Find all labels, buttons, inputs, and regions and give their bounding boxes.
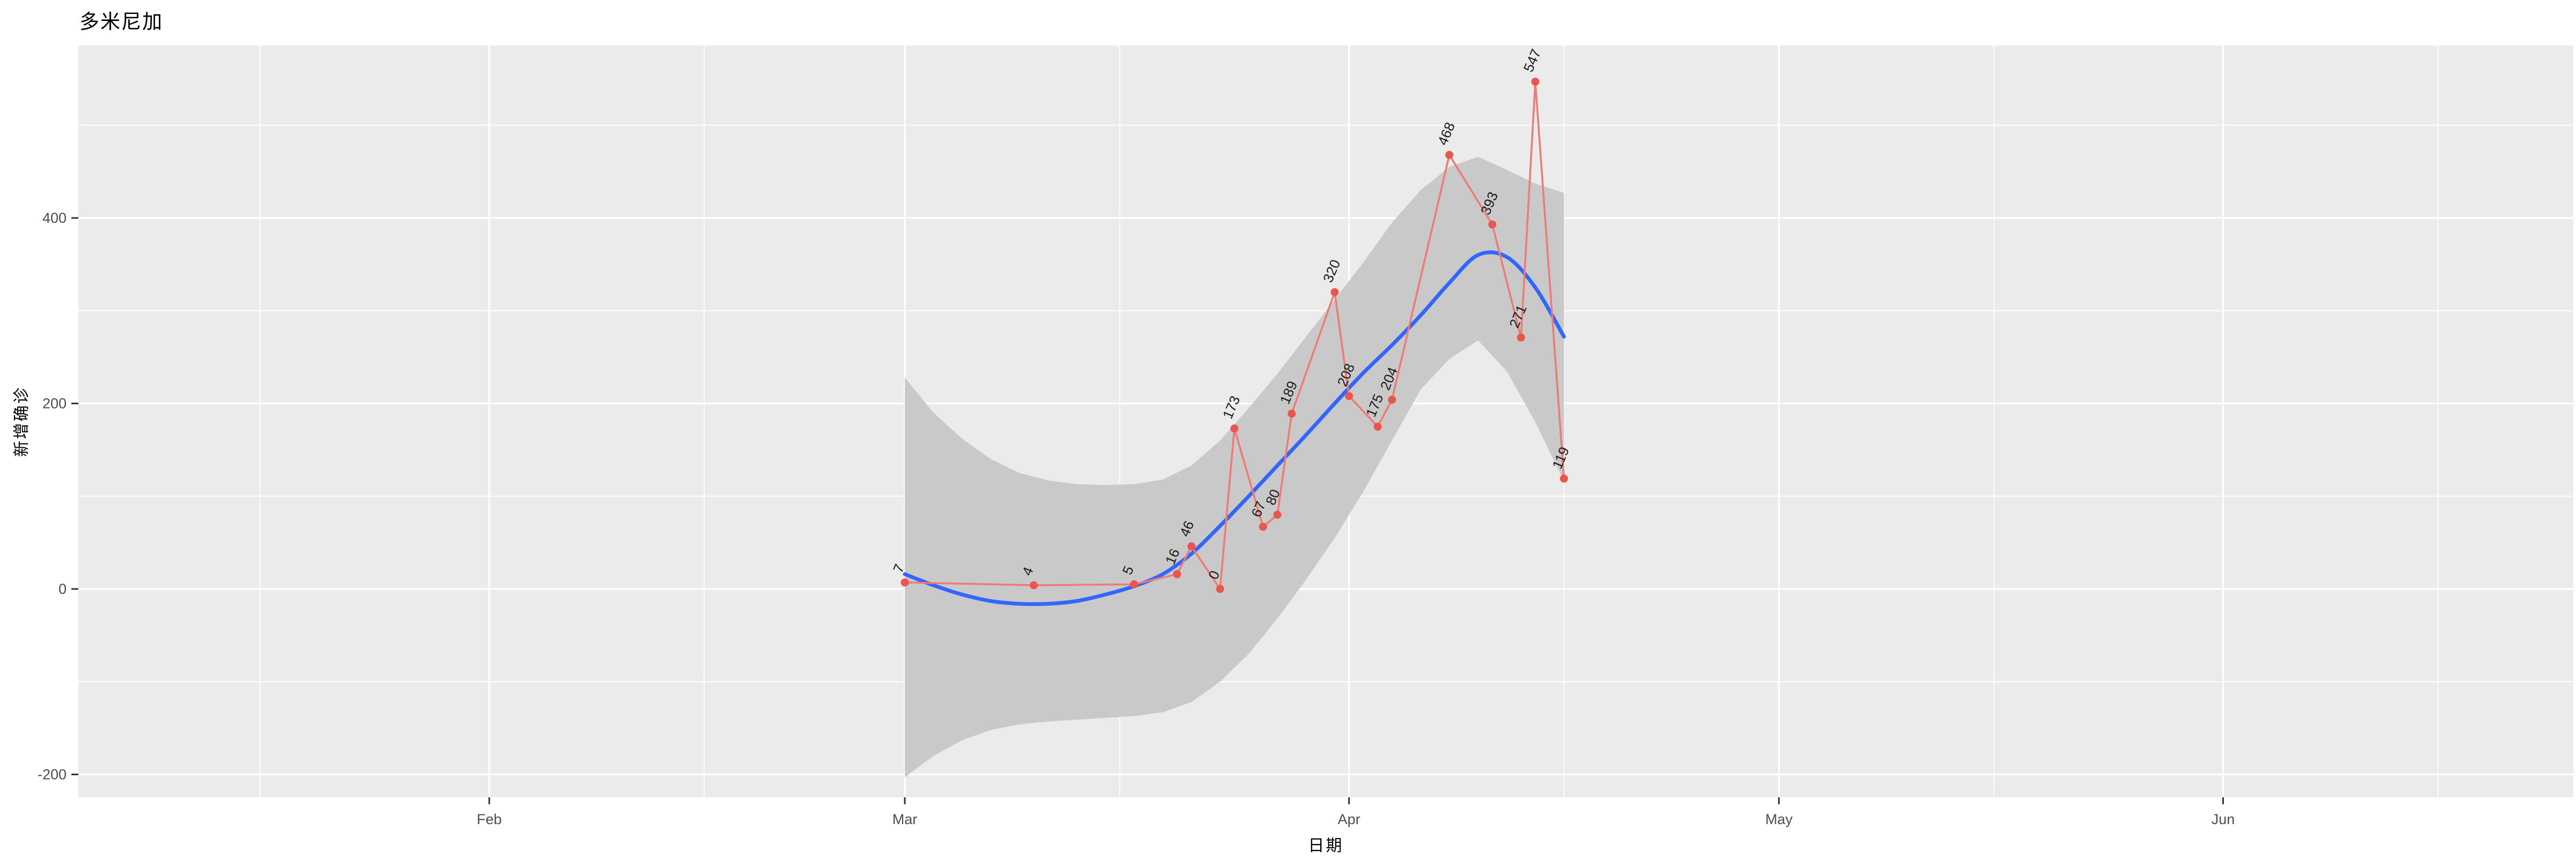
data-point — [1517, 333, 1525, 342]
data-point — [1029, 581, 1038, 589]
data-point — [1187, 542, 1196, 550]
data-point — [1173, 570, 1181, 578]
data-point — [1259, 522, 1267, 531]
data-point — [901, 578, 909, 587]
y-tick-label: 0 — [58, 581, 67, 597]
data-point — [1345, 392, 1353, 401]
y-tick-label: 200 — [42, 396, 67, 412]
data-point — [1330, 288, 1339, 296]
y-tick-label: 400 — [42, 210, 67, 226]
chart-title: 多米尼加 — [79, 11, 163, 33]
x-tick-label: Feb — [477, 811, 502, 827]
x-tick-label: Jun — [2212, 811, 2235, 827]
x-tick-label: Apr — [1338, 811, 1360, 827]
data-point — [1373, 423, 1382, 431]
data-point — [1445, 151, 1454, 159]
data-point — [1273, 511, 1282, 519]
y-axis-title: 新增确诊 — [13, 386, 31, 457]
y-tick-label: -200 — [38, 767, 67, 783]
data-point — [1388, 396, 1396, 404]
smooth-trend-line — [903, 250, 1566, 606]
data-point — [1560, 474, 1568, 483]
x-axis-title: 日期 — [1308, 837, 1344, 855]
data-point — [1531, 77, 1540, 86]
confidence-band — [905, 157, 1564, 777]
data-point — [1216, 585, 1224, 593]
data-point — [1130, 580, 1138, 588]
data-point — [1230, 424, 1239, 433]
x-tick-label: Mar — [892, 811, 918, 827]
x-tick-label: May — [1765, 811, 1793, 827]
data-point — [1488, 220, 1497, 229]
data-point — [1287, 410, 1296, 418]
